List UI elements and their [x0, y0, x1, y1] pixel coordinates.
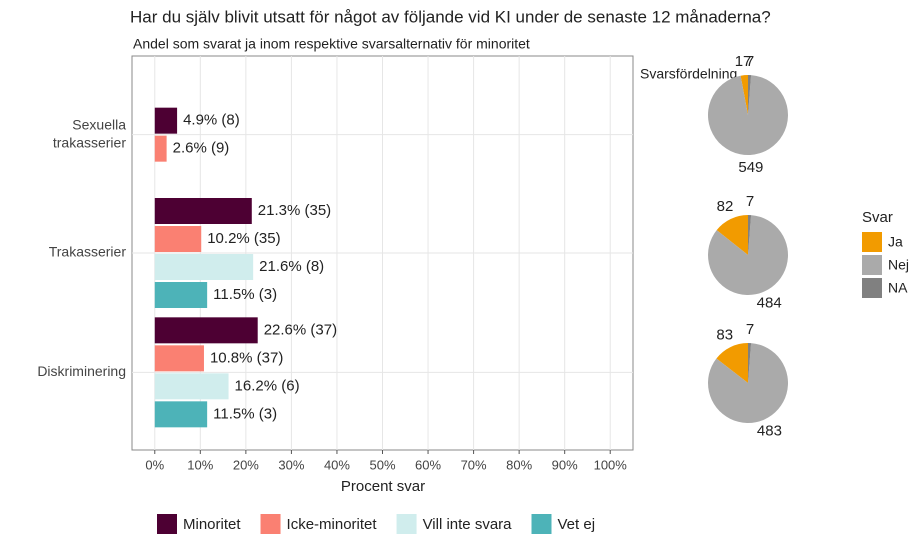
legend-label: Ja [888, 234, 903, 250]
data-label: 10.2% (35) [207, 230, 280, 247]
x-tick-label: 90% [552, 457, 578, 472]
bar [154, 373, 229, 400]
legend-swatch [260, 514, 281, 534]
x-tick-label: 0% [145, 457, 164, 472]
pie-slice [708, 343, 789, 423]
data-label: 16.2% (6) [235, 377, 300, 394]
chart-subtitle: Andel som svarat ja inom respektive svar… [133, 36, 530, 52]
pie-label: 549 [738, 159, 763, 176]
y-tick-label: Trakasserier [49, 244, 127, 260]
y-tick-label: Sexuella trakasserier [53, 116, 126, 150]
pie-label: 7 [746, 193, 754, 210]
pie-label: 483 [757, 422, 782, 439]
pie-label: 7 [746, 53, 754, 70]
bar [154, 198, 252, 224]
legend-label: Vet ej [558, 516, 596, 533]
data-label: 11.5% (3) [213, 405, 277, 422]
pie-slice [707, 75, 788, 156]
legend-swatch [862, 255, 882, 275]
legend-label: Nej [888, 257, 909, 273]
x-tick-label: 40% [324, 457, 350, 472]
legend-label: Minoritet [183, 516, 241, 533]
x-tick-label: 30% [278, 457, 304, 472]
legend-label: NA [888, 280, 908, 296]
pie-label: 484 [757, 295, 782, 312]
pie-label: 82 [717, 198, 734, 215]
x-tick-label: 10% [187, 457, 213, 472]
pie-slice [748, 75, 752, 115]
bar [154, 317, 258, 344]
pie-label: 7 [746, 321, 754, 338]
data-label: 10.8% (37) [210, 349, 283, 366]
bar [154, 254, 254, 280]
legend-title: Svar [862, 209, 893, 226]
legend-swatch [862, 278, 882, 298]
pie-slice [707, 215, 788, 295]
bar [154, 107, 178, 134]
data-label: 21.6% (8) [259, 258, 324, 275]
pie-slice [716, 343, 748, 383]
bar [154, 226, 202, 252]
x-tick-label: 60% [415, 457, 441, 472]
pie-slice [740, 75, 748, 115]
x-tick-label: 50% [369, 457, 395, 472]
x-tick-label: 20% [233, 457, 259, 472]
legend-swatch [862, 232, 882, 252]
pie-slice [748, 343, 752, 383]
x-tick-label: 80% [506, 457, 532, 472]
x-axis-label: Procent svar [341, 478, 425, 495]
data-label: 4.9% (8) [183, 112, 240, 129]
pie-label: 83 [716, 326, 733, 343]
chart-title: Har du själv blivit utsatt för något av … [130, 7, 771, 26]
x-tick-label: 70% [461, 457, 487, 472]
bar [154, 135, 167, 162]
data-label: 21.3% (35) [258, 202, 331, 219]
legend-swatch [531, 514, 552, 534]
legend-label: Icke-minoritet [287, 516, 378, 533]
pie-title: Svarsfördelning [640, 66, 737, 82]
pie-slice [716, 215, 748, 255]
pie-label: 17 [735, 53, 752, 70]
bar [154, 345, 204, 372]
y-tick-label: Diskriminering [37, 363, 126, 379]
data-label: 11.5% (3) [213, 286, 277, 303]
legend-swatch [157, 514, 177, 534]
data-label: 22.6% (37) [264, 321, 337, 338]
bar [154, 282, 208, 308]
data-label: 2.6% (9) [173, 140, 230, 157]
legend-label: Vill inte svara [423, 516, 513, 533]
bar [154, 401, 208, 428]
legend-swatch [396, 514, 417, 534]
x-tick-label: 100% [594, 457, 628, 472]
pie-slice [748, 215, 752, 255]
